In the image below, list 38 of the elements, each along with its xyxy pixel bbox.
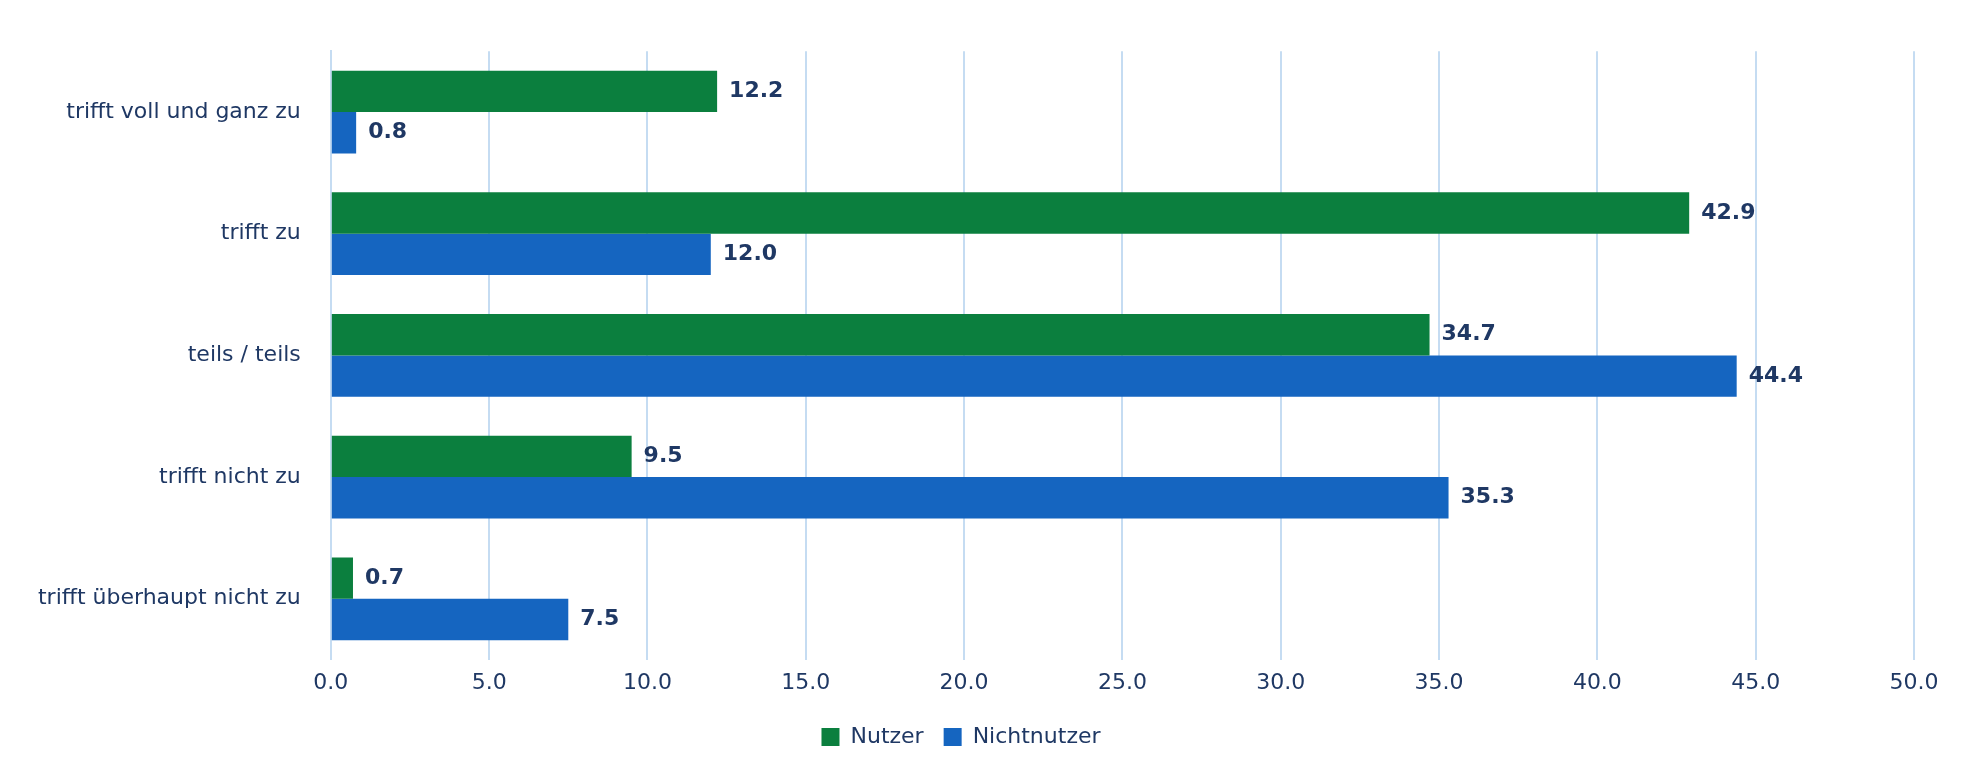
x-tick-label: 15.0: [781, 668, 831, 694]
x-tick-label: 10.0: [622, 668, 672, 694]
data-label: 12.0: [722, 240, 778, 266]
data-label: 9.5: [643, 442, 683, 468]
data-label: 35.3: [1460, 483, 1515, 509]
bar: [331, 112, 357, 154]
bar: [331, 192, 1690, 234]
bar: [331, 598, 569, 641]
x-tick-label: 40.0: [1572, 668, 1622, 694]
x-tick-label: 20.0: [939, 668, 989, 694]
y-tick-label: trifft nicht zu: [159, 462, 301, 488]
bar: [331, 70, 718, 113]
bar: [331, 477, 1449, 519]
x-tick-label: 30.0: [1256, 668, 1306, 694]
x-tick-label: 0.0: [313, 668, 349, 694]
data-label: 44.4: [1748, 361, 1803, 387]
legend-label: Nichtnutzer: [972, 722, 1102, 748]
data-label: 42.9: [1701, 198, 1756, 224]
bar: [331, 314, 1430, 356]
bar: [331, 557, 353, 599]
x-tick-label: 50.0: [1889, 668, 1939, 694]
data-label: 7.5: [580, 605, 620, 631]
data-label: 34.7: [1441, 320, 1496, 346]
data-label: 0.8: [368, 118, 408, 144]
data-label: 0.7: [364, 563, 404, 589]
x-tick-label: 35.0: [1414, 668, 1464, 694]
y-tick-label: trifft überhaupt nicht zu: [37, 584, 301, 610]
y-tick-label: teils / teils: [187, 341, 301, 367]
x-tick-label: 45.0: [1731, 668, 1781, 694]
y-tick-label: trifft zu: [220, 219, 301, 245]
legend-label: Nutzer: [850, 722, 925, 748]
x-tick-label: 25.0: [1097, 668, 1147, 694]
data-label: 12.2: [729, 77, 784, 103]
bar: [331, 355, 1737, 397]
y-tick-label: trifft voll und ganz zu: [66, 97, 301, 123]
x-tick-label: 5.0: [471, 668, 507, 694]
bar: [331, 435, 632, 478]
bar: [331, 233, 711, 276]
